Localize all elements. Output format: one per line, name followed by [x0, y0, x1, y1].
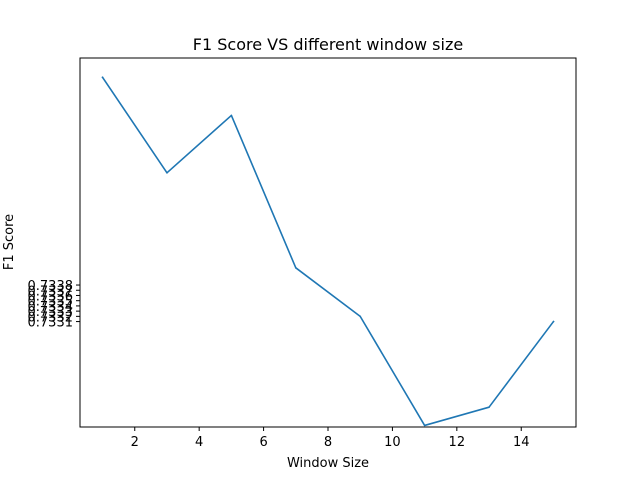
y-tick-label: 0.7335 [28, 295, 74, 310]
x-axis-title: Window Size [287, 456, 369, 471]
series-line [101, 76, 555, 427]
y-axis-title: F1 Score [2, 214, 17, 270]
x-tick-label: 2 [131, 435, 139, 450]
y-tick-label: 0.7338 [28, 279, 74, 294]
series-group [101, 76, 555, 427]
y-tick-label: 0.7337 [28, 284, 74, 299]
x-tick-label: 12 [449, 435, 466, 450]
x-tick-label: 8 [324, 435, 332, 450]
y-tick-label: 0.7332 [28, 310, 74, 325]
x-axis-ticks: 2 4 6 8 10 12 14 [131, 427, 530, 450]
plot-axes: 2 4 6 8 10 12 14 0.73310.73320.73330.73340.733… [28, 57, 577, 450]
data-point [230, 114, 233, 117]
y-tick-label: 0.7336 [28, 289, 74, 304]
y-axis-ticks: 0.73310.73320.73330.73340.73350.73360.73… [28, 279, 80, 331]
y-tick-label: 0.7331 [28, 316, 74, 331]
x-tick-label: 6 [259, 435, 267, 450]
data-point [294, 267, 297, 269]
x-tick-label: 4 [195, 435, 203, 450]
data-point [488, 406, 490, 408]
y-tick-label: 0.7333 [28, 305, 74, 320]
chart-title: F1 Score VS different window size [193, 35, 463, 54]
data-point [423, 424, 426, 427]
x-tick-label: 10 [384, 435, 401, 450]
data-point [552, 320, 555, 323]
y-tick-label: 0.7334 [28, 300, 74, 315]
x-tick-label: 14 [513, 435, 530, 450]
data-point [166, 172, 168, 174]
data-point [359, 315, 362, 318]
data-point [101, 76, 104, 79]
plot-area [79, 57, 577, 428]
